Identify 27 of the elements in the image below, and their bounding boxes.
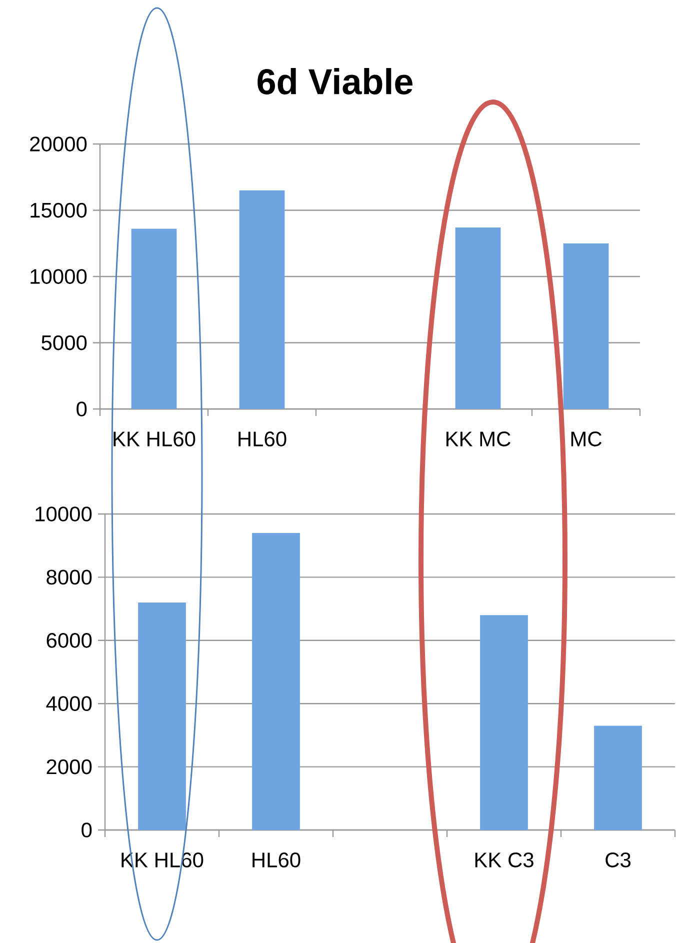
bar (563, 243, 609, 410)
x-tick-label: HL60 (252, 852, 300, 868)
x-tick-label: HL60 (238, 432, 286, 446)
y-tick-label: 15000 (30, 202, 87, 218)
bar (594, 726, 642, 830)
y-tick-label: 5000 (42, 335, 87, 350)
x-tick-label: KK HL60 (114, 432, 196, 446)
bar (455, 227, 501, 410)
y-tick-label: 4000 (46, 696, 92, 712)
bar (239, 190, 285, 410)
chart-title: 6d Viable (258, 68, 412, 94)
y-tick-label: 10000 (36, 506, 92, 522)
bar (131, 228, 177, 410)
x-tick-label: C3 (606, 852, 630, 868)
y-tick-label: 20000 (30, 136, 87, 152)
x-tick-label: KK MC (446, 432, 510, 446)
bar (138, 602, 186, 830)
x-tick-label: KK C3 (475, 852, 534, 868)
bar (252, 532, 300, 830)
y-tick-label: 10000 (30, 269, 87, 284)
x-tick-label: MC (571, 432, 602, 446)
y-tick-label: 8000 (46, 570, 92, 585)
y-tick-label: 0 (76, 402, 87, 416)
bar (480, 615, 528, 830)
y-tick-label: 0 (82, 822, 92, 838)
y-tick-label: 6000 (46, 632, 92, 648)
y-tick-label: 2000 (46, 759, 92, 774)
